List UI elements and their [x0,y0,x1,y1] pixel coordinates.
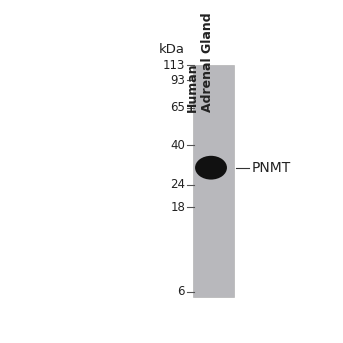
Text: kDa: kDa [159,43,185,56]
Text: 93: 93 [170,74,185,87]
Bar [193,65,234,297]
Text: 6: 6 [178,285,185,298]
Text: 40: 40 [170,139,185,152]
Text: 24: 24 [170,178,185,191]
Text: PNMT: PNMT [251,161,291,175]
Text: 18: 18 [170,201,185,214]
Text: 113: 113 [163,59,185,72]
Text: Human
Adrenal Gland: Human Adrenal Gland [186,12,214,112]
Ellipse shape [195,156,227,180]
Text: 65: 65 [170,102,185,115]
